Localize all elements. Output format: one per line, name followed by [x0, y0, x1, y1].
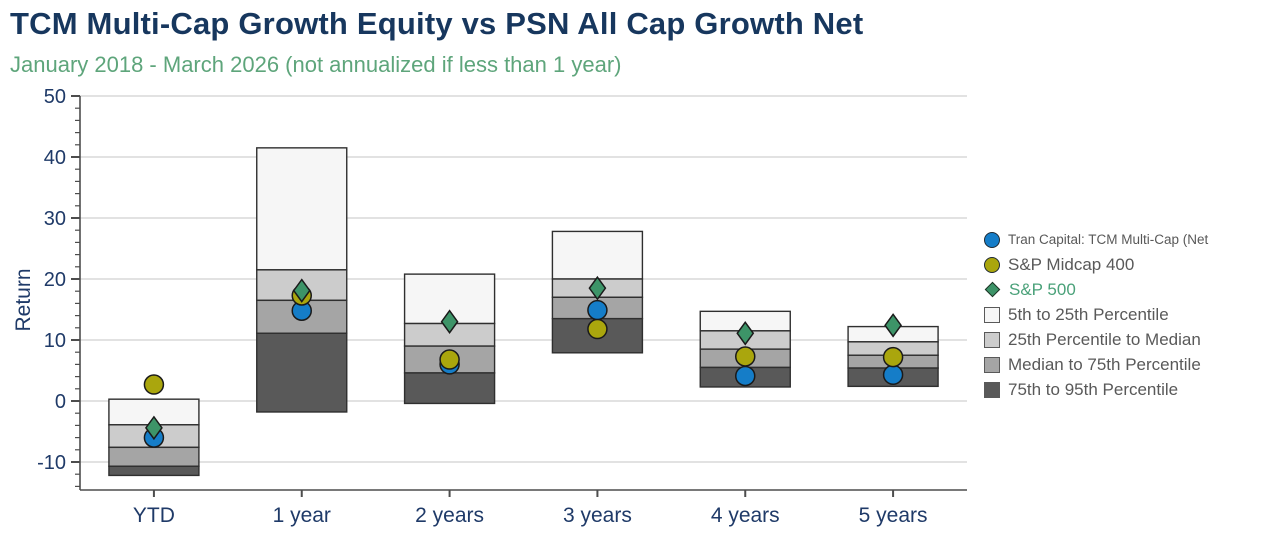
tcm-circle-icon: [984, 231, 1000, 248]
band-75-95-1-year: [256, 332, 348, 413]
band-5-25-swatch-icon: [984, 306, 1000, 323]
legend-item-median-75th: Median to 75th Percentile: [984, 352, 1280, 377]
y-tick-label-50: 50: [44, 86, 66, 108]
y-tick-label-10: 10: [44, 330, 66, 352]
legend-label: Median to 75th Percentile: [1008, 354, 1201, 374]
band-75-95-2-years: [403, 372, 496, 405]
band-75-95-YTD: [108, 465, 200, 477]
marker-series0-3-years: [587, 299, 608, 321]
legend-label: 25th Percentile to Median: [1008, 329, 1201, 349]
x-tick-label-4-years: 4 years: [711, 504, 780, 527]
legend-item-25th-median: 25th Percentile to Median: [984, 327, 1280, 352]
legend-label: S&P Midcap 400: [1008, 254, 1135, 274]
y-tick-label-20: 20: [44, 269, 66, 291]
y-tick-label--10: -10: [37, 452, 66, 474]
marker-series1-3-years: [587, 318, 608, 340]
band-5-25-3-years: [551, 230, 644, 280]
y-tick-label-0: 0: [55, 391, 66, 413]
band-median-75-swatch-icon: [984, 356, 1000, 373]
marker-series2-2-years: [440, 309, 459, 334]
y-axis-title: Return: [12, 268, 35, 331]
midcap-circle-icon: [984, 256, 1000, 273]
chart-title: TCM Multi-Cap Growth Equity vs PSN All C…: [10, 6, 864, 41]
marker-series1-5-years: [882, 346, 904, 368]
x-tick-label-3-years: 3 years: [563, 504, 632, 527]
x-tick-label-YTD: YTD: [133, 504, 175, 527]
marker-series0-5-years: [882, 364, 904, 386]
legend-label: S&P 500: [1009, 279, 1076, 299]
marker-series2-YTD: [144, 415, 163, 441]
chart-subtitle: January 2018 - March 2026 (not annualize…: [10, 52, 622, 77]
marker-series0-4-years: [735, 365, 756, 387]
marker-series2-3-years: [588, 275, 607, 301]
band-25-median-swatch-icon: [984, 331, 1000, 348]
legend-item-5th-25th: 5th to 25th Percentile: [984, 302, 1280, 327]
legend-item-midcap400: S&P Midcap 400: [984, 252, 1280, 277]
marker-series1-2-years: [439, 349, 460, 370]
band-median-75-YTD: [108, 446, 200, 467]
marker-series2-5-years: [884, 313, 903, 338]
x-tick-label-5-years: 5 years: [859, 504, 928, 527]
marker-series2-1-year: [292, 278, 311, 303]
x-tick-label-2-years: 2 years: [415, 504, 484, 527]
legend-item-75th-95th: 75th to 95th Percentile: [984, 377, 1280, 402]
sp500-diamond-icon: [984, 281, 1001, 298]
marker-series2-4-years: [736, 321, 755, 346]
band-5-25-1-year: [256, 147, 348, 271]
band-75-95-swatch-icon: [984, 381, 1000, 398]
legend-item-tcm: Tran Capital: TCM Multi-Cap (Net: [984, 227, 1280, 252]
x-tick-label-1-year: 1 year: [273, 504, 331, 527]
legend-label: 5th to 25th Percentile: [1008, 304, 1169, 324]
legend-label: Tran Capital: TCM Multi-Cap (Net: [1008, 232, 1209, 247]
y-tick-label-40: 40: [44, 147, 66, 169]
legend-label: 75th to 95th Percentile: [1008, 379, 1179, 399]
marker-series1-YTD: [143, 374, 165, 395]
chart-legend: Tran Capital: TCM Multi-Cap (Net S&P Mid…: [984, 227, 1280, 402]
marker-series1-4-years: [735, 346, 756, 367]
legend-item-sp500: S&P 500: [984, 277, 1280, 302]
y-tick-label-30: 30: [44, 208, 66, 230]
